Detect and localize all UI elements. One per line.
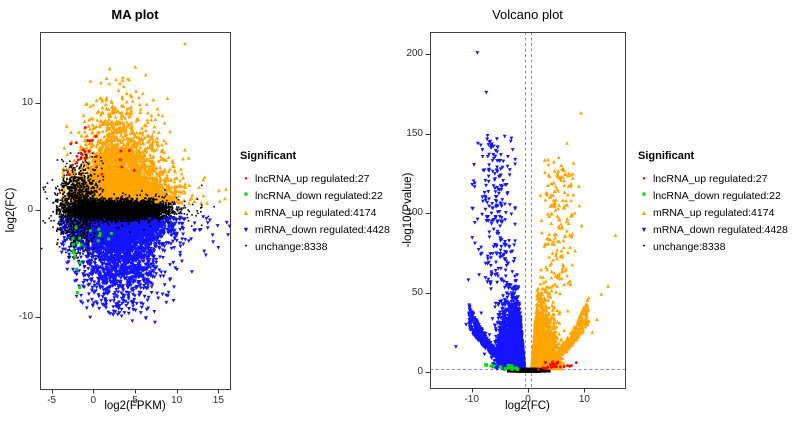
- volcano-plot-legend: Significant ● lncRNA_up regulated:27 ■ lncR…: [638, 150, 798, 255]
- y-tick-label: 100: [406, 207, 423, 219]
- triangle-down-legend-key-icon: ▼: [640, 224, 648, 234]
- square-legend-key-icon: ■: [244, 191, 248, 199]
- legend-item-label: unchange:8338: [653, 240, 726, 253]
- square-legend-key-icon: ■: [642, 191, 646, 199]
- legend-item-label: unchange:8338: [255, 240, 328, 253]
- legend-item-label: mRNA_down regulated:4428: [653, 223, 788, 236]
- y-tick-label: 10: [21, 96, 33, 108]
- y-tick-label: 150: [406, 127, 423, 139]
- dot-legend-key-icon: ●: [642, 243, 646, 249]
- dot-legend-key-icon: ●: [244, 243, 248, 249]
- legend-title: Significant: [638, 150, 695, 162]
- x-tick-label: 5: [132, 395, 138, 406]
- legend-items: ● lncRNA_up regulated:27 ■ lncRNA_down regu…: [240, 170, 400, 255]
- ma-x-axis-label: log2(FPKM): [104, 400, 166, 412]
- y-tick-label: 50: [411, 286, 423, 298]
- legend-item: ■ lncRNA_down regulated:22: [638, 187, 798, 204]
- x-tick-label: -10: [464, 394, 479, 405]
- x-tick-label: 0: [525, 394, 531, 405]
- legend-item: ● lncRNA_up regulated:27: [240, 170, 400, 187]
- ma-plot-title: MA plot: [111, 7, 159, 22]
- legend-item: ● unchange:8338: [638, 238, 798, 255]
- legend-item: ● unchange:8338: [240, 238, 400, 255]
- legend-item: ▲ mRNA_up regulated:4174: [638, 204, 798, 221]
- triangle-up-legend-key-icon: ▲: [640, 207, 648, 217]
- x-tick-label: 10: [171, 395, 183, 406]
- volcano-plot-title: Volcano plot: [492, 7, 563, 22]
- circle-legend-key-icon: ●: [642, 175, 646, 182]
- legend-items: ● lncRNA_up regulated:27 ■ lncRNA_down regu…: [638, 170, 798, 255]
- y-tick-label: 200: [406, 48, 423, 60]
- legend-item-label: lncRNA_up regulated:27: [255, 172, 370, 185]
- legend-item-label: lncRNA_down regulated:22: [653, 189, 781, 202]
- x-tick-label: 0: [90, 395, 97, 406]
- legend-item-label: lncRNA_down regulated:22: [255, 189, 383, 202]
- y-tick-label: -10: [18, 311, 33, 323]
- legend-item: ■ lncRNA_down regulated:22: [240, 187, 400, 204]
- x-tick-label: 15: [212, 395, 224, 406]
- triangle-up-legend-key-icon: ▲: [242, 207, 250, 217]
- legend-item: ▼ mRNA_down regulated:4428: [240, 221, 400, 238]
- circle-legend-key-icon: ●: [244, 175, 248, 182]
- legend-item-label: mRNA_down regulated:4428: [255, 223, 390, 236]
- legend-item: ▲ mRNA_up regulated:4174: [240, 204, 400, 221]
- y-tick-label: 0: [27, 203, 33, 215]
- triangle-down-legend-key-icon: ▼: [242, 224, 250, 234]
- legend-item-label: lncRNA_up regulated:27: [653, 172, 768, 185]
- volcano-x-axis-label: log2(FC): [505, 400, 550, 412]
- ma-plot-legend: Significant ● lncRNA_up regulated:27 ■ lncR…: [240, 150, 400, 255]
- legend-title: Significant: [240, 150, 297, 162]
- x-tick-label: 10: [578, 394, 590, 405]
- legend-item-label: mRNA_up regulated:4174: [653, 206, 775, 219]
- legend-item: ▼ mRNA_down regulated:4428: [638, 221, 798, 238]
- legend-item-label: mRNA_up regulated:4174: [255, 206, 377, 219]
- x-tick-label: -5: [47, 395, 57, 406]
- y-tick-label: 0: [417, 366, 423, 378]
- legend-item: ● lncRNA_up regulated:27: [638, 170, 798, 187]
